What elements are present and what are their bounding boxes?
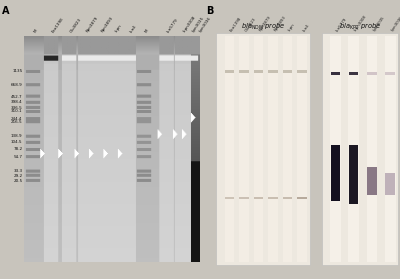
Text: Kpn3893: Kpn3893 <box>100 16 114 33</box>
Text: $bla_{\rm KPC}$ probe: $bla_{\rm KPC}$ probe <box>338 22 381 32</box>
Text: 310.1: 310.1 <box>11 109 22 113</box>
Text: kpn3036: kpn3036 <box>198 16 212 33</box>
Text: M: M <box>34 28 39 33</box>
Text: 398.4: 398.4 <box>11 100 22 104</box>
Bar <box>386 173 395 195</box>
Bar <box>385 36 396 262</box>
Text: Kpn3893: Kpn3893 <box>273 15 286 32</box>
Text: k.n4: k.n4 <box>302 23 310 32</box>
Text: M: M <box>144 28 150 33</box>
Text: 216.5: 216.5 <box>11 120 22 124</box>
Bar <box>268 70 278 73</box>
Text: kpn3036: kpn3036 <box>390 15 400 32</box>
Text: k.n4: k.n4 <box>129 24 137 33</box>
Text: 33.3: 33.3 <box>13 169 22 174</box>
Bar <box>254 36 264 262</box>
Text: 104.5: 104.5 <box>11 141 22 145</box>
Bar <box>330 36 341 262</box>
Text: kpn3035: kpn3035 <box>372 15 385 32</box>
Bar <box>349 145 358 204</box>
Bar <box>225 70 234 73</box>
Bar <box>239 36 249 262</box>
Text: 29.2: 29.2 <box>13 174 22 178</box>
Bar <box>224 36 234 262</box>
Bar <box>297 36 307 262</box>
Text: $bla_{\rm NDM}$ probe: $bla_{\rm NDM}$ probe <box>241 22 285 32</box>
Bar <box>298 70 306 73</box>
Text: k.pn: k.pn <box>114 24 123 33</box>
Bar <box>254 70 263 73</box>
Bar <box>367 167 377 195</box>
Text: B: B <box>206 6 213 16</box>
Bar <box>240 70 248 73</box>
Text: k.n5779: k.n5779 <box>335 16 348 32</box>
Bar <box>349 72 358 75</box>
Text: 54.7: 54.7 <box>14 155 22 159</box>
Text: 138.9: 138.9 <box>11 134 22 138</box>
Bar <box>330 145 340 201</box>
Bar <box>366 36 377 262</box>
Text: Kpn3879: Kpn3879 <box>86 16 100 33</box>
Bar <box>386 72 395 75</box>
Text: kpn3035: kpn3035 <box>191 16 204 33</box>
Bar <box>268 197 278 199</box>
Text: A: A <box>2 6 10 16</box>
Text: k.pn3008: k.pn3008 <box>354 14 368 32</box>
Text: k.pn: k.pn <box>288 23 296 32</box>
Bar <box>225 197 234 199</box>
Text: 244.4: 244.4 <box>11 117 22 121</box>
Bar <box>282 36 292 262</box>
Text: k.n5779: k.n5779 <box>167 18 180 33</box>
Bar <box>367 72 377 75</box>
Bar <box>268 36 278 262</box>
Text: Eco1398: Eco1398 <box>52 17 65 33</box>
Text: 336.5: 336.5 <box>11 106 22 110</box>
Bar <box>254 197 263 199</box>
Bar <box>298 197 306 199</box>
Text: 668.9: 668.9 <box>11 83 22 87</box>
Bar <box>240 197 248 199</box>
Bar <box>322 33 398 265</box>
Text: k.pn3008: k.pn3008 <box>182 15 196 33</box>
Bar <box>348 36 359 262</box>
Bar <box>330 72 340 75</box>
Text: 20.5: 20.5 <box>13 179 22 183</box>
Text: Clu3823: Clu3823 <box>70 17 82 33</box>
Bar <box>216 33 310 265</box>
Text: Clu3823: Clu3823 <box>244 16 257 32</box>
Text: 452.7: 452.7 <box>11 95 22 99</box>
Bar <box>283 70 292 73</box>
Text: Eco1398: Eco1398 <box>230 16 243 32</box>
Text: 78.2: 78.2 <box>13 147 22 151</box>
Text: Kpn3879: Kpn3879 <box>258 15 272 32</box>
Text: 1135: 1135 <box>12 69 22 73</box>
Bar <box>283 197 292 199</box>
